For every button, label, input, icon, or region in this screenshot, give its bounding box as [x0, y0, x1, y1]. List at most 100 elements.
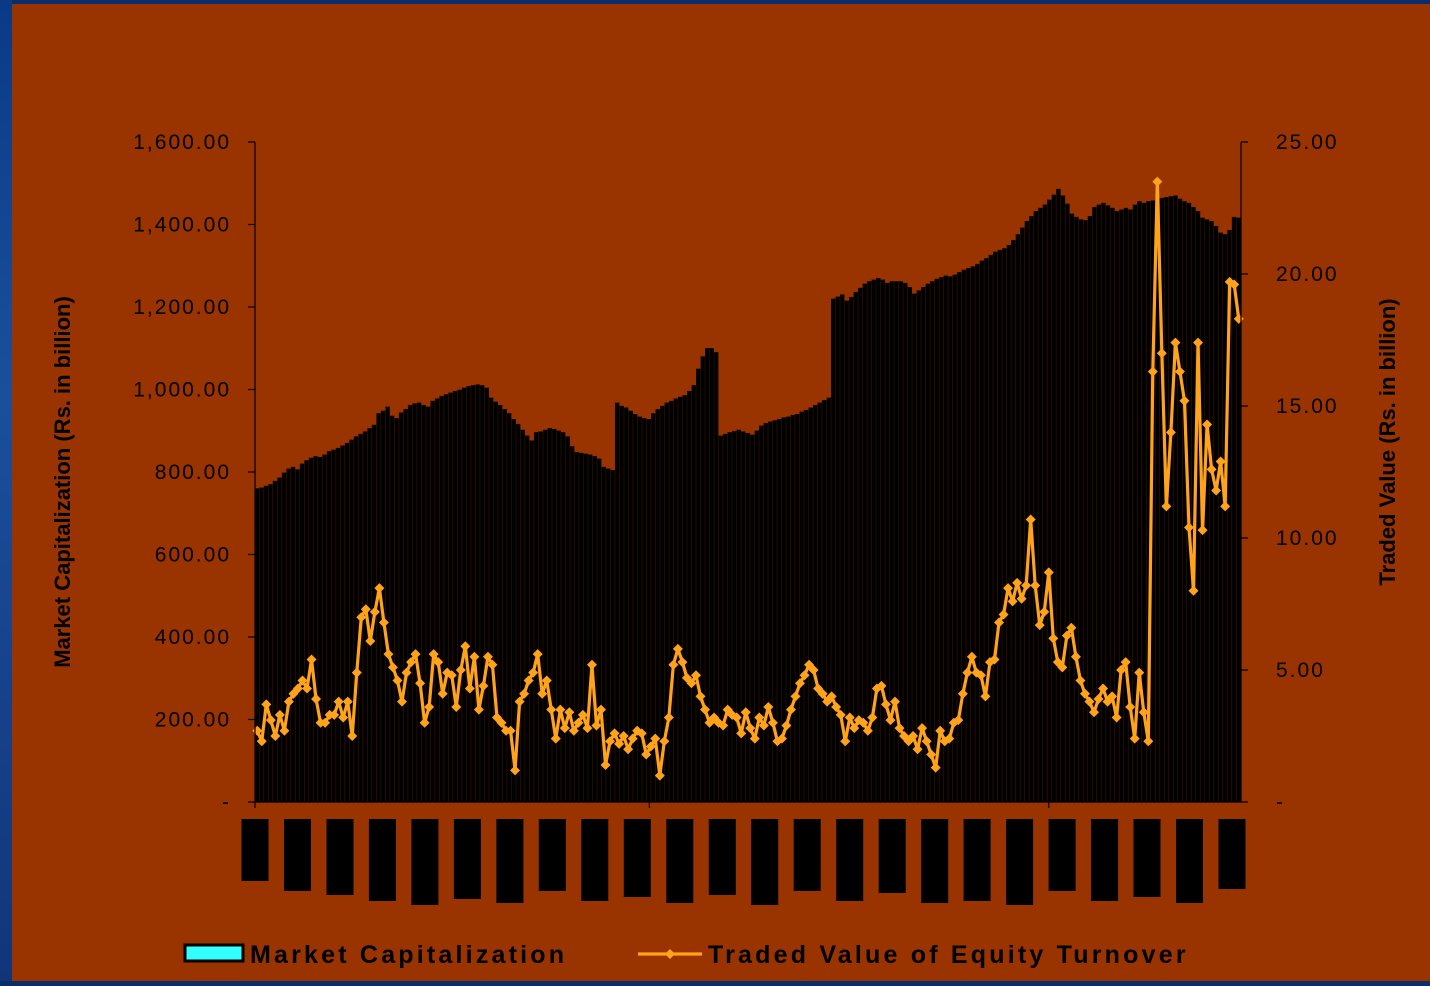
market-cap-bar [1182, 201, 1187, 803]
market-cap-bar [975, 263, 980, 803]
market-cap-bar [1029, 216, 1034, 803]
market-cap-bar [281, 472, 287, 803]
market-cap-bar [781, 417, 787, 803]
traded-value-point [623, 744, 634, 755]
traded-value-point [1170, 337, 1181, 348]
traded-value-point [795, 678, 806, 689]
traded-value-point [1043, 567, 1054, 578]
market-cap-bar [813, 404, 818, 803]
traded-value-point [1188, 585, 1199, 596]
traded-value-point [745, 723, 756, 734]
traded-value-point [758, 720, 769, 731]
traded-value-point [831, 701, 842, 712]
traded-value-point [419, 717, 430, 728]
market-cap-bar [470, 385, 476, 803]
traded-value-point [1070, 651, 1081, 662]
left-axis-tick-label: 1,400.00 [133, 214, 231, 237]
market-cap-bar [1177, 198, 1183, 803]
market-cap-bar [835, 296, 841, 803]
market-cap-bar [714, 352, 719, 803]
traded-value-point [519, 688, 530, 699]
market-cap-bar [1078, 219, 1084, 803]
traded-value-point [428, 649, 439, 660]
traded-value-point [292, 683, 303, 694]
traded-value-point [482, 651, 493, 662]
market-cap-bar [1056, 188, 1061, 803]
market-cap-bar [551, 428, 557, 803]
market-cap-bar [736, 429, 741, 803]
traded-value-point [1134, 667, 1145, 678]
traded-value-point [953, 715, 964, 726]
traded-value-point [1161, 501, 1172, 512]
market-cap-bar [1083, 220, 1088, 803]
market-cap-bar [759, 425, 764, 803]
traded-value-point [1120, 657, 1131, 668]
traded-value-point [935, 725, 946, 736]
market-cap-bar [592, 456, 597, 803]
traded-value-point [528, 667, 539, 678]
market-cap-bar [678, 396, 683, 803]
traded-value-point [1152, 176, 1163, 187]
traded-value-point [690, 670, 701, 681]
x-axis-label-block [326, 819, 354, 895]
legend-label-traded-value: Traded Value of Equity Turnover [708, 941, 1189, 969]
market-cap-bar [488, 397, 494, 803]
traded-value-point [473, 704, 484, 715]
traded-value-point [740, 707, 751, 718]
traded-value-point [523, 675, 534, 686]
traded-value-point [464, 683, 475, 694]
x-axis-label-block [368, 819, 396, 901]
traded-value-point [1147, 366, 1158, 377]
market-cap-bar [407, 404, 413, 803]
market-cap-bar [295, 469, 300, 803]
right-axis-ticks: - 5.00 10.00 15.00 20.00 25.00 [1241, 131, 1337, 814]
traded-value-point [994, 617, 1005, 628]
traded-value-point [478, 680, 489, 691]
market-cap-bar [344, 442, 350, 803]
market-cap-bar [925, 283, 931, 803]
traded-value-point [975, 670, 986, 681]
market-cap-bar [808, 407, 814, 803]
traded-value-point [663, 712, 674, 723]
market-cap-bar [610, 470, 615, 803]
traded-value-point [1229, 279, 1240, 290]
traded-value-point [1016, 593, 1027, 604]
market-cap-bar [709, 348, 714, 803]
x-axis-label-block [1048, 819, 1076, 891]
traded-value-point [609, 728, 620, 739]
market-cap-bar [398, 412, 404, 803]
market-cap-bar [871, 279, 877, 803]
traded-value-point [541, 675, 552, 686]
market-cap-bar [583, 453, 588, 803]
traded-value-point [460, 641, 471, 652]
right-axis-title: Traded Value (Rs. in billion) [1375, 298, 1400, 585]
market-cap-bar [565, 436, 570, 803]
market-cap-bar [322, 454, 327, 803]
market-cap-bar [799, 411, 805, 803]
traded-value-point [496, 717, 507, 728]
traded-value-point [731, 712, 742, 723]
market-cap-bar [979, 260, 985, 803]
left-axis-tick-label: 800.00 [155, 461, 231, 484]
traded-value-point [867, 712, 878, 723]
market-cap-bar [317, 456, 323, 803]
traded-value-point [659, 736, 670, 747]
market-cap-bar [502, 409, 507, 803]
traded-value-point [514, 696, 525, 707]
traded-value-point [1007, 596, 1018, 607]
traded-value-point [1012, 577, 1023, 588]
market-cap-bar [993, 251, 998, 803]
market-cap-bar [727, 432, 732, 803]
traded-value-point [564, 707, 575, 718]
traded-value-point [790, 691, 801, 702]
traded-value-point [333, 696, 344, 707]
traded-value-point [1138, 707, 1149, 718]
market-cap-bar [412, 403, 417, 803]
traded-value-point [1193, 337, 1204, 348]
x-axis-label-block [1133, 819, 1161, 897]
market-cap-bar [340, 445, 345, 803]
x-axis-label-block [581, 819, 609, 901]
market-cap-bar [970, 266, 976, 803]
market-cap-bar [1024, 220, 1030, 803]
traded-value-point [274, 709, 285, 720]
